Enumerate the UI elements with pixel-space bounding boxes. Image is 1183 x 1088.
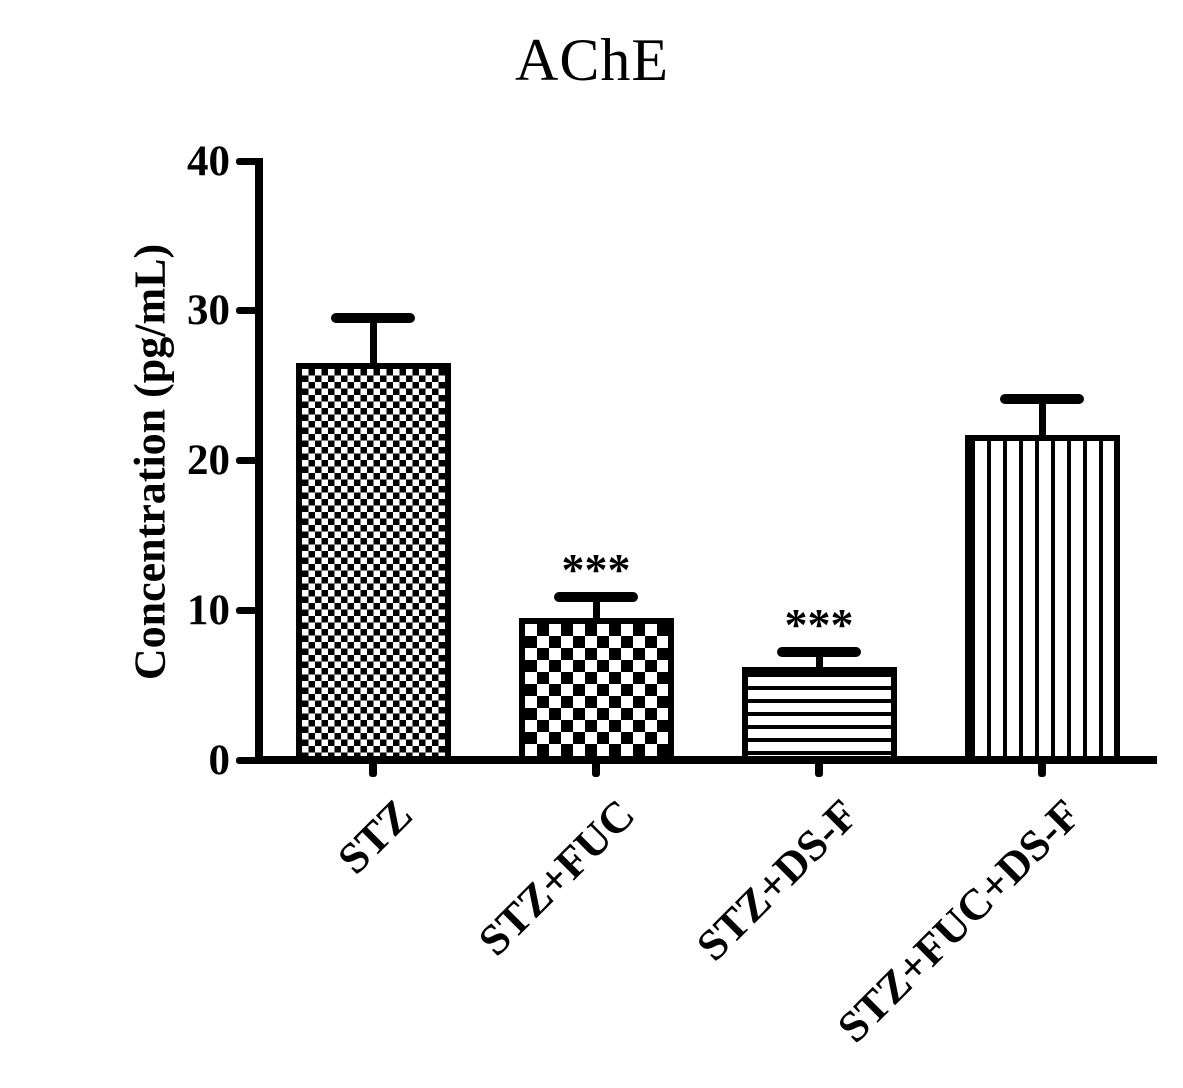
y-axis-tick (236, 457, 258, 464)
error-bar-line (815, 652, 823, 670)
error-bar-cap (1000, 394, 1084, 405)
chart-title: AChE (515, 27, 669, 93)
y-axis-tick (236, 756, 258, 764)
bar-STZ+FUC (518, 617, 674, 764)
y-tick-label: 30 (187, 287, 230, 335)
y-axis-tick (236, 157, 258, 165)
x-axis-tick (369, 760, 377, 777)
error-bar-line (592, 596, 600, 620)
x-category-label: STZ (328, 789, 422, 884)
bar-STZ+DS-F (741, 667, 897, 764)
y-axis-line (255, 158, 263, 764)
x-axis-tick (815, 760, 823, 777)
y-axis-tick (236, 606, 258, 614)
y-axis-tick (236, 307, 258, 315)
y-tick-label: 20 (187, 437, 230, 484)
error-bar-cap (554, 591, 638, 602)
y-tick-label: 40 (187, 137, 230, 185)
x-category-label: STZ+FUC (469, 789, 645, 966)
error-bar-cap (777, 647, 861, 658)
error-bar-cap (331, 313, 415, 324)
x-category-label: STZ+DS-F (687, 789, 868, 971)
significance-stars: *** (561, 543, 631, 595)
error-bar-line (1038, 399, 1046, 438)
x-axis-tick (1038, 760, 1046, 777)
x-axis-tick (592, 760, 600, 777)
error-bar-line (369, 318, 377, 366)
significance-stars: *** (784, 599, 854, 651)
y-tick-label: 10 (187, 586, 230, 634)
x-axis-line (255, 756, 1157, 764)
x-category-label: STZ+FUC+DS-F (828, 789, 1091, 1052)
y-tick-label: 0 (208, 736, 231, 784)
bar-STZ+FUC+DS-F (964, 435, 1120, 764)
bar-STZ (295, 363, 451, 764)
